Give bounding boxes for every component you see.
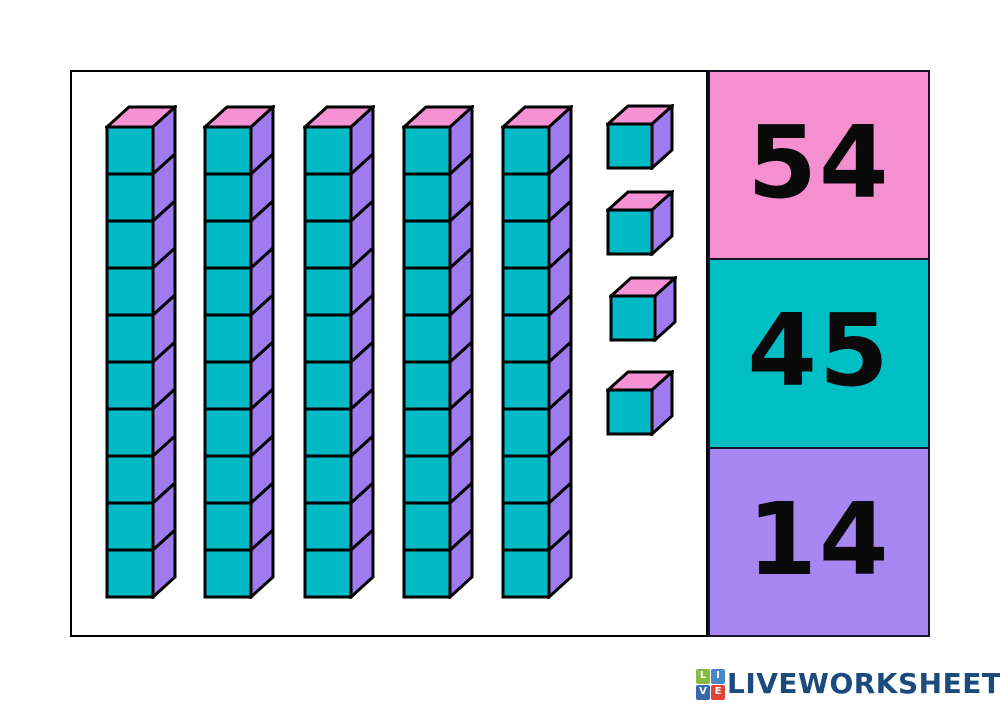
answer-option-1-label: 54	[747, 104, 891, 222]
answer-option-2[interactable]: 45	[708, 258, 930, 449]
logo-letter-l: L	[696, 668, 710, 684]
tens-rod	[402, 105, 474, 599]
ones-cube	[606, 370, 674, 436]
answer-options-column: 54 45 14	[708, 70, 930, 637]
liveworksheets-wordmark: LIVEWORKSHEETS	[727, 667, 1000, 700]
logo-letter-i: I	[711, 668, 725, 684]
tens-rod	[203, 105, 275, 599]
logo-letter-e: E	[711, 684, 725, 700]
ones-cube	[606, 104, 674, 170]
ones-cube	[606, 190, 674, 256]
answer-option-3-label: 14	[747, 480, 891, 598]
tens-rod	[501, 105, 573, 599]
answer-option-1[interactable]: 54	[708, 70, 930, 261]
ones-cube	[609, 276, 677, 342]
logo-letter-v: V	[696, 684, 710, 700]
answer-option-3[interactable]: 14	[708, 446, 930, 637]
tens-rod	[303, 105, 375, 599]
answer-option-2-label: 45	[747, 292, 891, 410]
tens-rod	[105, 105, 177, 599]
